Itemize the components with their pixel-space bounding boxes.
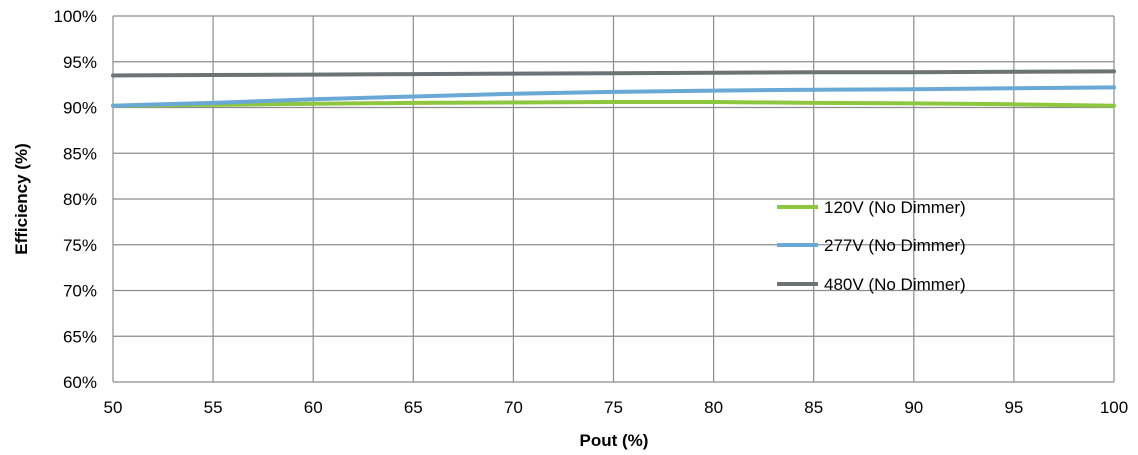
y-tick-label: 75%	[63, 236, 97, 255]
x-tick-label: 85	[804, 398, 823, 417]
y-tick-label: 65%	[63, 327, 97, 346]
x-tick-label: 55	[204, 398, 223, 417]
x-axis-title: Pout (%)	[580, 431, 649, 450]
legend-label-1: 277V (No Dimmer)	[824, 236, 966, 255]
x-tick-label: 80	[704, 398, 723, 417]
series-lines	[111, 69, 1116, 108]
y-tick-label: 90%	[63, 99, 97, 118]
y-axis-title: Efficiency (%)	[12, 143, 31, 254]
y-tick-label: 85%	[63, 144, 97, 163]
legend: 120V (No Dimmer) 277V (No Dimmer) 480V (No…	[777, 198, 966, 294]
y-tick-label: 60%	[63, 373, 97, 392]
legend-label-0: 120V (No Dimmer)	[824, 198, 966, 217]
x-tick-label: 100	[1100, 398, 1128, 417]
grid	[112, 15, 1115, 383]
x-tick-label: 95	[1004, 398, 1023, 417]
series-line-1	[111, 85, 1116, 108]
y-tick-label: 80%	[63, 190, 97, 209]
x-tick-label: 65	[404, 398, 423, 417]
x-tick-label: 60	[304, 398, 323, 417]
x-tick-label: 50	[104, 398, 123, 417]
y-tick-label: 95%	[63, 53, 97, 72]
x-tick-label: 70	[504, 398, 523, 417]
series-line-2	[111, 69, 1116, 78]
series-line-0	[111, 100, 1116, 108]
y-tick-label: 100%	[54, 7, 97, 26]
legend-label-2: 480V (No Dimmer)	[824, 275, 966, 294]
x-tick-label: 90	[904, 398, 923, 417]
y-tick-labels: 60% 65% 70% 75% 80% 85% 90% 95% 100%	[54, 7, 97, 392]
y-tick-label: 70%	[63, 282, 97, 301]
x-tick-labels: 50 55 60 65 70 75 80 85 90 95 100	[104, 398, 1129, 417]
x-tick-label: 75	[604, 398, 623, 417]
